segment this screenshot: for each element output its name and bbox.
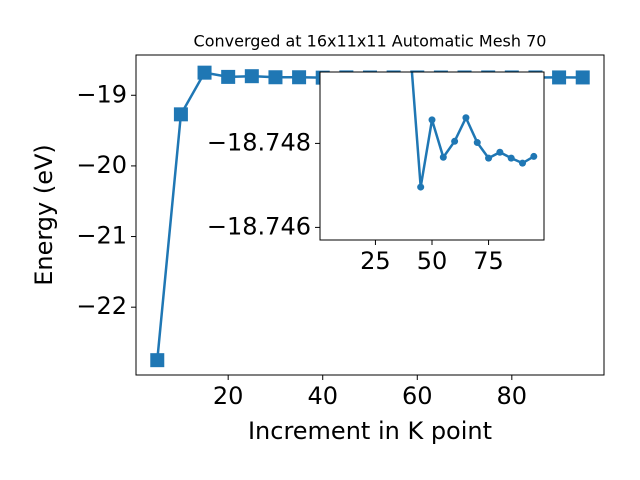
marker (428, 116, 436, 124)
marker (292, 70, 307, 85)
marker (507, 154, 515, 162)
marker (268, 70, 283, 85)
y-axis-label: Energy (eV) (30, 144, 58, 286)
x-tick-label: 50 (417, 247, 448, 275)
marker (530, 152, 538, 160)
marker (473, 139, 481, 147)
x-tick-label: 20 (213, 382, 244, 410)
x-tick-label: 60 (402, 382, 433, 410)
plot-area (410, 72, 538, 191)
y-tick-label: −22 (76, 292, 127, 320)
y-tick-label: −18.746 (207, 212, 311, 240)
marker (244, 69, 259, 84)
chart-title: Converged at 16x11x11 Automatic Mesh 70 (194, 32, 547, 51)
marker (173, 107, 188, 122)
marker (150, 353, 165, 368)
x-tick-label: 80 (497, 382, 528, 410)
y-tick-label: −18.748 (207, 128, 311, 156)
marker (575, 70, 590, 85)
y-tick-label: −20 (76, 151, 127, 179)
x-tick-label: 75 (473, 247, 504, 275)
y-tick-label: −19 (76, 80, 127, 108)
x-tick-label: 40 (307, 382, 338, 410)
x-axis-label: Increment in K point (248, 417, 492, 445)
marker (197, 65, 212, 80)
axes-frame (135, 54, 605, 376)
marker (519, 159, 527, 167)
x-tick-label: 25 (360, 247, 391, 275)
marker (485, 154, 493, 162)
marker (439, 153, 447, 161)
marker (451, 137, 459, 145)
y-tick-label: −21 (76, 222, 127, 250)
marker (552, 70, 567, 85)
marker (417, 183, 425, 191)
marker (221, 69, 236, 84)
marker (462, 114, 470, 122)
marker (496, 148, 504, 156)
